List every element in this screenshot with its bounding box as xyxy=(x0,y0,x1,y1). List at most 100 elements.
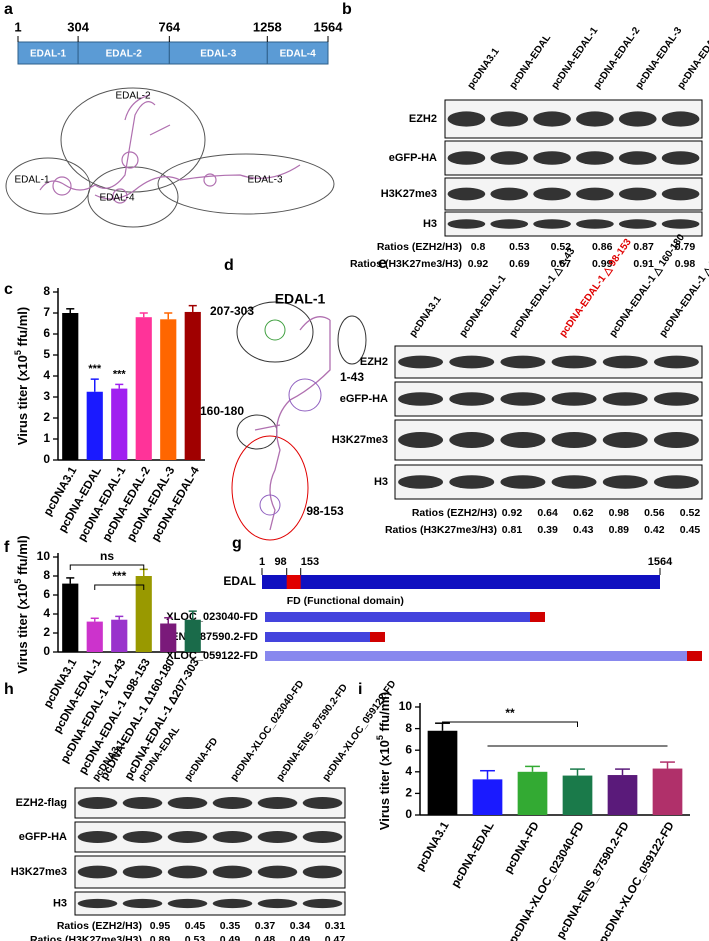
blot-band xyxy=(653,355,699,369)
y-axis-title: Virus titer (x105 ffu/ml) xyxy=(13,307,30,445)
panel-label: b xyxy=(342,1,352,18)
blot-band xyxy=(447,151,486,165)
fd-region xyxy=(286,575,301,589)
bar xyxy=(86,391,103,460)
blot-band xyxy=(533,187,571,201)
blot-band xyxy=(122,831,163,843)
blot-band xyxy=(449,355,495,369)
gene-label: EDAL xyxy=(223,574,256,588)
blot-band xyxy=(167,865,208,879)
bracket xyxy=(94,584,145,590)
blot-band xyxy=(653,392,699,406)
blot-band xyxy=(661,111,700,127)
blot-band xyxy=(398,432,444,448)
blot-band xyxy=(618,187,657,201)
blot-band xyxy=(602,432,648,448)
blot-band xyxy=(167,898,208,909)
y-tick-label: 5 xyxy=(43,347,50,361)
y-tick-label: 8 xyxy=(43,568,50,582)
ratio-value: 0.56 xyxy=(644,507,665,519)
ratio-value: 0.81 xyxy=(502,524,523,536)
domain-segment xyxy=(266,41,329,65)
ratio-value: 0.53 xyxy=(509,241,530,253)
blot-strip xyxy=(74,821,346,853)
blot-strip xyxy=(444,140,703,176)
blot-band xyxy=(500,432,546,448)
loop xyxy=(259,494,281,516)
rna-path xyxy=(39,94,301,200)
y-axis-title: Virus titer (x105 ffu/ml) xyxy=(375,692,392,830)
structure-label: EDAL-2 xyxy=(115,91,150,102)
region-label: 160-180 xyxy=(200,404,244,418)
blot-band xyxy=(302,831,343,843)
row-label: EZH2 xyxy=(360,356,388,368)
structure-label: EDAL-4 xyxy=(99,193,134,204)
outline xyxy=(231,435,309,541)
y-title-part: 5 xyxy=(375,735,385,740)
row-label: H3 xyxy=(423,218,437,230)
blot-strip xyxy=(394,381,703,417)
loop xyxy=(203,173,217,187)
fd-block xyxy=(530,612,545,622)
ratio-label: Ratios (H3K27me3/H3) xyxy=(30,934,142,941)
ratio-value: 0.53 xyxy=(185,934,206,941)
blot-band xyxy=(257,797,298,809)
construct-bar xyxy=(265,632,370,642)
panel-label: i xyxy=(358,681,362,698)
blot-strip xyxy=(394,419,703,461)
bracket xyxy=(69,564,145,570)
ratio-value: 0.67 xyxy=(551,258,572,270)
blot-band xyxy=(122,898,163,909)
blot-band xyxy=(576,111,614,127)
blot-band xyxy=(533,151,571,165)
bracket xyxy=(442,721,578,727)
row-label: H3 xyxy=(374,476,388,488)
blot-band xyxy=(551,475,597,489)
blot-band xyxy=(653,432,699,448)
rna-structure xyxy=(39,94,301,204)
blot-band xyxy=(490,219,529,229)
position-label: 1 xyxy=(14,19,21,34)
segment-label: EDAL-4 xyxy=(280,49,317,60)
bar xyxy=(62,313,79,460)
y-tick-label: 0 xyxy=(43,452,50,466)
edal-bar xyxy=(262,575,660,589)
position-label: 153 xyxy=(301,556,319,568)
row-label: EZH2-flag xyxy=(16,797,67,809)
bar xyxy=(160,319,177,460)
blot-band xyxy=(500,475,546,489)
ratio-value: 0.37 xyxy=(255,920,276,932)
blot-band xyxy=(212,898,253,909)
blot-strip xyxy=(74,891,346,916)
construct-label: ENS_87590.2-FD xyxy=(171,631,258,643)
blot-band xyxy=(257,898,298,909)
y-tick-label: 10 xyxy=(399,699,413,713)
y-axis-title: Virus titer (x105 ffu/ml) xyxy=(13,535,30,673)
y-title-part: ffu/ml) xyxy=(377,692,392,735)
ratio-value: 0.99 xyxy=(592,258,613,270)
bar xyxy=(111,388,128,460)
row-label: eGFP-HA xyxy=(19,831,67,843)
blot-band xyxy=(257,831,298,843)
y-tick-label: 6 xyxy=(43,326,50,340)
y-title-part: Virus titer (x10 xyxy=(15,355,30,445)
outline xyxy=(157,153,335,215)
blot-strip xyxy=(74,787,346,819)
edal1-structure xyxy=(231,301,367,541)
blot-band xyxy=(302,865,343,879)
outline xyxy=(5,157,91,215)
ratio-label: Ratios (H3K27me3/H3) xyxy=(385,524,497,536)
ratio-value: 0.64 xyxy=(537,507,558,519)
ratio-value: 0.62 xyxy=(573,507,594,519)
blot-band xyxy=(576,187,614,201)
blot-band xyxy=(122,797,163,809)
bar xyxy=(472,779,503,815)
ratio-value: 0.49 xyxy=(220,934,241,941)
y-tick-label: 0 xyxy=(43,644,50,658)
panel-label: f xyxy=(4,539,10,556)
blot-band xyxy=(302,797,343,809)
significance: ns xyxy=(100,549,114,563)
blot-band xyxy=(661,219,700,229)
blot-band xyxy=(257,865,298,879)
blot-band xyxy=(77,831,118,843)
